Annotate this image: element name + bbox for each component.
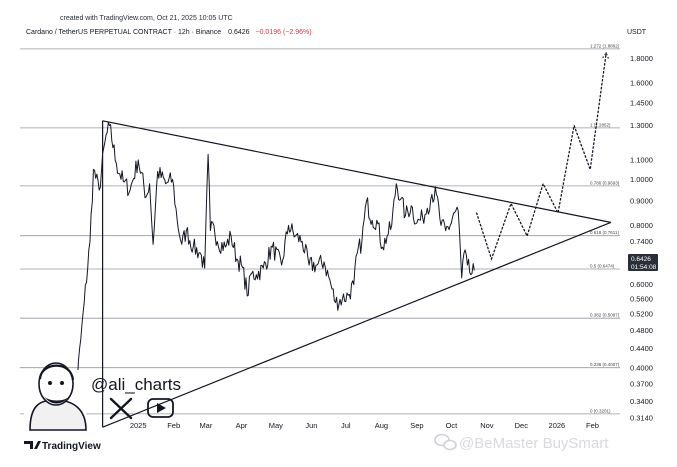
tradingview-logo: TradingView [24,441,101,452]
watermark-text: @BeMaster BuySmart [459,435,609,452]
y-tick-label-12: 0.9000 [630,197,653,206]
x-tick-label-7: Aug [375,421,388,430]
tradingview-logo-text: TradingView [42,441,101,452]
price-series-layer [67,121,475,415]
created-with-text: created with TradingView.com, Oct 21, 20… [60,15,233,22]
symbol-name: Cardano / TetherUS PERPETUAL CONTRACT · … [26,29,221,36]
last-price: 0.6426 [228,29,250,36]
price-change: −0.0196 (−2.96%) [256,29,312,36]
symmetrical-triangle [101,120,612,428]
y-tick-label-13: 1.0000 [630,175,653,184]
fib-label-5: 0.786 (0.9693) [590,180,620,185]
x-tick-label-5: Jun [305,421,317,430]
price-tag-price: 0.6426 [631,256,651,263]
fib-label-2: 0.382 (0.5097) [590,313,620,318]
y-tick-label-11: 0.8000 [630,221,653,230]
price-series-line-0 [67,121,475,415]
y-tick-label-0: 0.3140 [630,413,653,422]
fib-label-0: 0 (0.3201) [590,408,611,413]
x-tick-label-9: Oct [446,421,459,430]
y-tick-label-2: 0.3700 [630,380,653,389]
y-tick-label-3: 0.4000 [630,364,653,373]
fib-label-6: 1 (1.2852) [590,122,611,127]
author-handle: @ali_charts [91,375,181,394]
fib-label-3: 0.5 (0.6474) [590,264,615,269]
triangle-upper-line [102,120,611,223]
y-tick-label-10: 0.7400 [630,237,653,246]
fib-label-7: 1.272 (1.8862) [590,43,620,48]
x-tick-label-3: Apr [236,421,248,430]
x-tick-label-0: 2025 [130,421,147,430]
fib-label-1: 0.236 (0.4007) [590,362,620,367]
x-tick-label-1: Feb [167,421,180,430]
currency-label: USDT [627,29,647,36]
x-tick-label-6: Jul [341,421,351,430]
fib-label-4: 0.618 (0.7611) [590,230,619,235]
triangle-lower-line [102,221,612,428]
x-tick-label-13: Feb [586,421,599,430]
x-tick-label-4: May [269,421,283,430]
price-axis[interactable]: 0.3140 0.3400 0.3700 0.4000 0.4400 0.4800 0.52… [630,54,653,422]
last-price-tag: 0.6426 01:54:08 [628,254,658,271]
price-tag-countdown: 01:54:08 [631,264,657,271]
y-tick-label-15: 1.3000 [630,121,653,130]
y-tick-label-5: 0.4800 [630,326,653,335]
y-tick-label-16: 1.4500 [630,99,653,108]
y-tick-label-4: 0.4400 [630,344,653,353]
wechat-icon [434,433,457,451]
projection-path [475,52,607,261]
avatar-illustration [24,362,87,431]
y-tick-label-14: 1.1000 [630,155,653,164]
y-tick-label-8: 0.6000 [630,280,653,289]
tradingview-logo-icon [24,441,41,449]
y-tick-label-1: 0.3400 [630,397,653,406]
y-tick-label-17: 1.6000 [630,78,653,87]
x-tick-label-12: 2026 [549,421,566,430]
x-tick-label-11: Dec [515,421,529,430]
price-tag-background [628,254,658,271]
x-icon[interactable] [109,397,133,420]
time-axis[interactable]: 2025 Feb Mar Apr May Jun Jul Aug Sep Oct Nov Dec 202… [130,421,599,430]
x-tick-label-10: Nov [480,421,494,430]
youtube-icon[interactable] [147,398,174,418]
x-tick-label-2: Mar [199,421,212,430]
y-tick-label-7: 0.5600 [630,294,653,303]
fibonacci-levels: 0 (0.3201) 0.236 (0.4007) 0.382 (0.5097) 0.… [20,43,620,415]
watermark: @BeMaster BuySmart [434,433,609,452]
y-tick-label-6: 0.5200 [630,310,653,319]
projection-layer [475,51,609,261]
y-tick-label-18: 1.8000 [630,54,653,63]
symbol-title: Cardano / TetherUS PERPETUAL CONTRACT · … [26,29,312,36]
x-tick-label-8: Sep [410,421,423,430]
